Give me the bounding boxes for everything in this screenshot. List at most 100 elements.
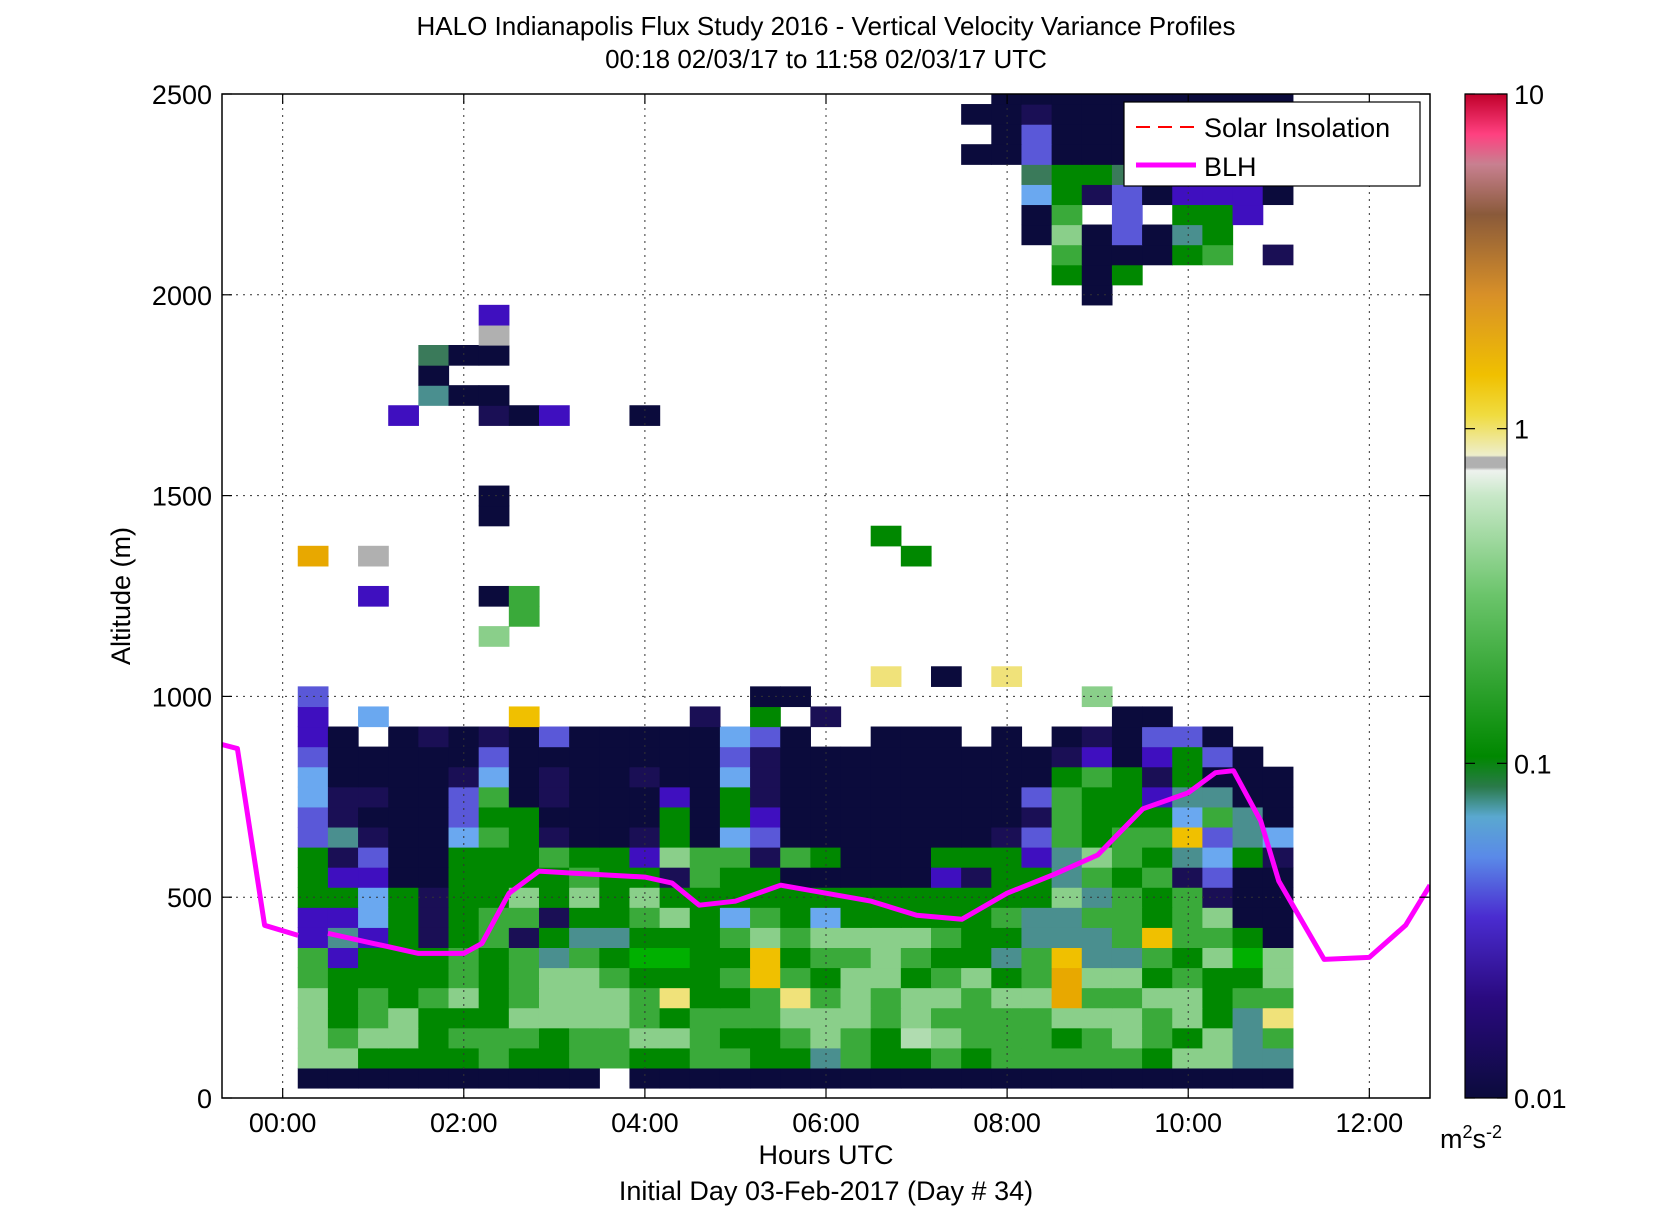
heatmap-cell [629, 405, 661, 426]
heatmap-cell [1051, 967, 1083, 989]
legend-box [1123, 101, 1421, 187]
heatmap-cell [599, 726, 631, 748]
heatmap-cell [358, 1027, 389, 1049]
heatmap-cell [599, 1047, 631, 1069]
heatmap-cell [1111, 204, 1143, 226]
heatmap-cell [780, 726, 811, 748]
heatmap-cell [840, 927, 872, 948]
heatmap-cell [1051, 124, 1083, 145]
heatmap-cell [569, 766, 600, 788]
heatmap-cell [1262, 184, 1294, 206]
heatmap-cell [1052, 64, 1083, 85]
heatmap-cell [418, 847, 450, 868]
heatmap-cell [1232, 967, 1264, 989]
heatmap-cell [569, 967, 600, 989]
heatmap-cell [358, 887, 389, 908]
heatmap-cell [810, 806, 842, 828]
heatmap-cell [448, 1007, 480, 1029]
heatmap-cell [629, 766, 661, 788]
heatmap-cell [358, 1007, 389, 1029]
heatmap-cell [1262, 826, 1294, 848]
heatmap-cell [1232, 94, 1264, 105]
heatmap-cell [750, 806, 781, 828]
heatmap-cell [810, 786, 842, 808]
heatmap-cell [1202, 244, 1234, 266]
heatmap-cell [1082, 64, 1113, 85]
heatmap-cell [358, 1067, 389, 1089]
legend-blh-label: BLH [1204, 152, 1257, 182]
legend: Solar Insolation BLH [1123, 101, 1421, 187]
heatmap-cell [1021, 204, 1053, 226]
heatmap-cell [297, 1007, 329, 1029]
heatmap-cell [719, 826, 751, 848]
heatmap-cell [780, 847, 811, 868]
heatmap-cell [297, 726, 329, 748]
heatmap-cell [1021, 1047, 1053, 1069]
heatmap-cell [327, 726, 359, 748]
heatmap-cell [388, 907, 419, 928]
heatmap-cell [1051, 927, 1083, 948]
heatmap-cell [931, 726, 962, 748]
heatmap-cell [1021, 887, 1053, 908]
x-axis-label: Hours UTC [758, 1140, 893, 1170]
heatmap-cell [1232, 947, 1264, 969]
heatmap-cell [1262, 1047, 1294, 1069]
heatmap-cell [719, 867, 751, 888]
heatmap-cell [1232, 1027, 1264, 1049]
heatmap-cell [1111, 1047, 1143, 1069]
y-tick-label: 0 [197, 1084, 212, 1114]
heatmap-cell [388, 806, 419, 828]
heatmap-cell [961, 806, 992, 828]
heatmap-cell [629, 786, 661, 808]
heatmap-cell [931, 1047, 962, 1069]
heatmap-cell [1081, 867, 1113, 888]
heatmap-cell [750, 927, 781, 948]
heatmap-cell [388, 927, 419, 948]
heatmap-cell [1111, 987, 1143, 1009]
heatmap-cell [780, 806, 811, 828]
heatmap-cell [629, 907, 661, 928]
x-axis-label-day: Initial Day 03-Feb-2017 (Day # 34) [619, 1176, 1033, 1206]
heatmap-cell [1172, 826, 1203, 848]
heatmap-cell [478, 847, 510, 868]
x-tick-label: 12:00 [1336, 1108, 1404, 1138]
heatmap-cell [1262, 766, 1294, 788]
heatmap-cell [478, 324, 510, 346]
heatmap-cell [388, 826, 419, 848]
heatmap-cell [629, 806, 661, 828]
heatmap-cell [1051, 1047, 1083, 1069]
heatmap-cell [297, 987, 329, 1009]
heatmap-cell [478, 967, 510, 989]
heatmap-cell [1111, 1027, 1143, 1049]
heatmap-cell [418, 806, 450, 828]
heatmap-cell [961, 786, 992, 808]
heatmap-cell [750, 786, 781, 808]
heatmap-cell [991, 1027, 1023, 1049]
heatmap-cell [870, 726, 902, 748]
heatmap-cell [991, 907, 1023, 928]
heatmap-cell [448, 806, 480, 828]
heatmap-cell [538, 726, 570, 748]
heatmap-cell [508, 907, 540, 928]
heatmap-cell [991, 947, 1023, 969]
heatmap-cell [1051, 204, 1083, 226]
heatmap-cell [840, 1047, 872, 1069]
heatmap-cell [1021, 786, 1053, 808]
heatmap-cell [629, 746, 661, 768]
heatmap-cell [1202, 907, 1234, 928]
heatmap-cell [1142, 867, 1173, 888]
heatmap-cell [538, 405, 570, 426]
heatmap-cell [448, 887, 480, 908]
heatmap-cell [508, 867, 540, 888]
heatmap-cell [478, 867, 510, 888]
heatmap-cell [388, 887, 419, 908]
heatmap-cell [358, 806, 389, 828]
heatmap-cell [1262, 1067, 1294, 1089]
heatmap-cell [1142, 224, 1173, 246]
heatmap-cell [297, 967, 329, 989]
heatmap-cell [1172, 947, 1203, 969]
heatmap-cell [327, 907, 359, 928]
heatmap-cell [388, 786, 419, 808]
heatmap-cell [931, 847, 962, 868]
heatmap-cell [840, 786, 872, 808]
